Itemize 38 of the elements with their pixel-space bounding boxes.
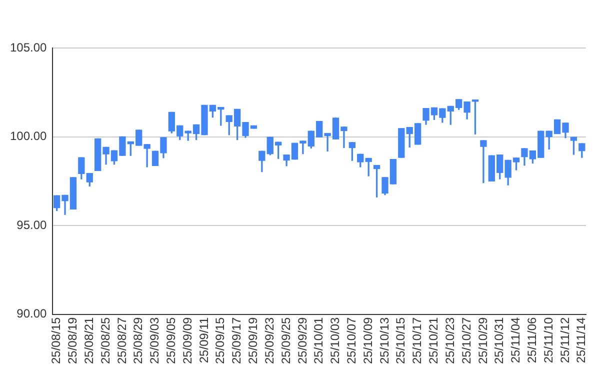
x-tick-label: 25/10/29 (476, 316, 490, 364)
x-tick-label: 25/11/14 (574, 316, 588, 364)
x-tick-label: 25/10/03 (328, 316, 342, 364)
x-tick-label: 25/10/31 (492, 316, 506, 364)
x-tick-label: 25/09/29 (295, 316, 310, 364)
x-tick-label: 25/08/15 (49, 316, 64, 364)
x-tick-label: 25/09/15 (213, 316, 228, 364)
x-tick-label: 25/08/27 (114, 316, 129, 364)
y-tick-label: 95.00 (16, 218, 48, 232)
x-tick-label: 25/11/10 (541, 316, 556, 364)
x-tick-label: 25/10/21 (426, 316, 441, 364)
x-tick-label: 25/09/19 (246, 316, 260, 364)
x-tick-label: 25/10/27 (459, 316, 474, 364)
x-tick-label: 25/10/13 (377, 316, 392, 364)
x-tick-label: 25/10/23 (442, 316, 457, 364)
x-tick-label: 25/08/19 (66, 316, 80, 364)
x-tick-label: 25/09/03 (148, 316, 162, 364)
x-tick-label: 25/10/15 (394, 316, 408, 364)
x-tick-label: 25/10/01 (312, 316, 326, 364)
y-tick-label: 100.00 (10, 129, 48, 144)
x-tick-label: 25/11/12 (558, 316, 572, 364)
x-tick-label: 25/10/17 (410, 316, 424, 364)
x-tick-label: 25/10/07 (344, 316, 358, 364)
x-tick-label: 25/09/05 (164, 316, 178, 364)
x-tick-label: 25/08/29 (131, 316, 146, 364)
x-tick-label: 25/09/25 (278, 316, 293, 364)
y-tick-label: 90.00 (16, 306, 48, 321)
candlestick (480, 140, 487, 184)
x-tick-label: 25/11/04 (508, 316, 523, 364)
x-tick-label: 25/10/09 (360, 316, 375, 364)
x-tick-label: 25/09/23 (262, 316, 276, 364)
y-tick-label: 105.00 (10, 40, 48, 54)
x-tick-label: 25/09/17 (230, 316, 244, 364)
x-tick-label: 25/09/11 (196, 316, 211, 364)
x-tick-label: 25/08/21 (82, 316, 96, 364)
x-tick-label: 25/08/25 (98, 316, 112, 364)
x-tick-label: 25/09/09 (180, 316, 194, 364)
x-tick-label: 25/11/06 (524, 316, 539, 364)
